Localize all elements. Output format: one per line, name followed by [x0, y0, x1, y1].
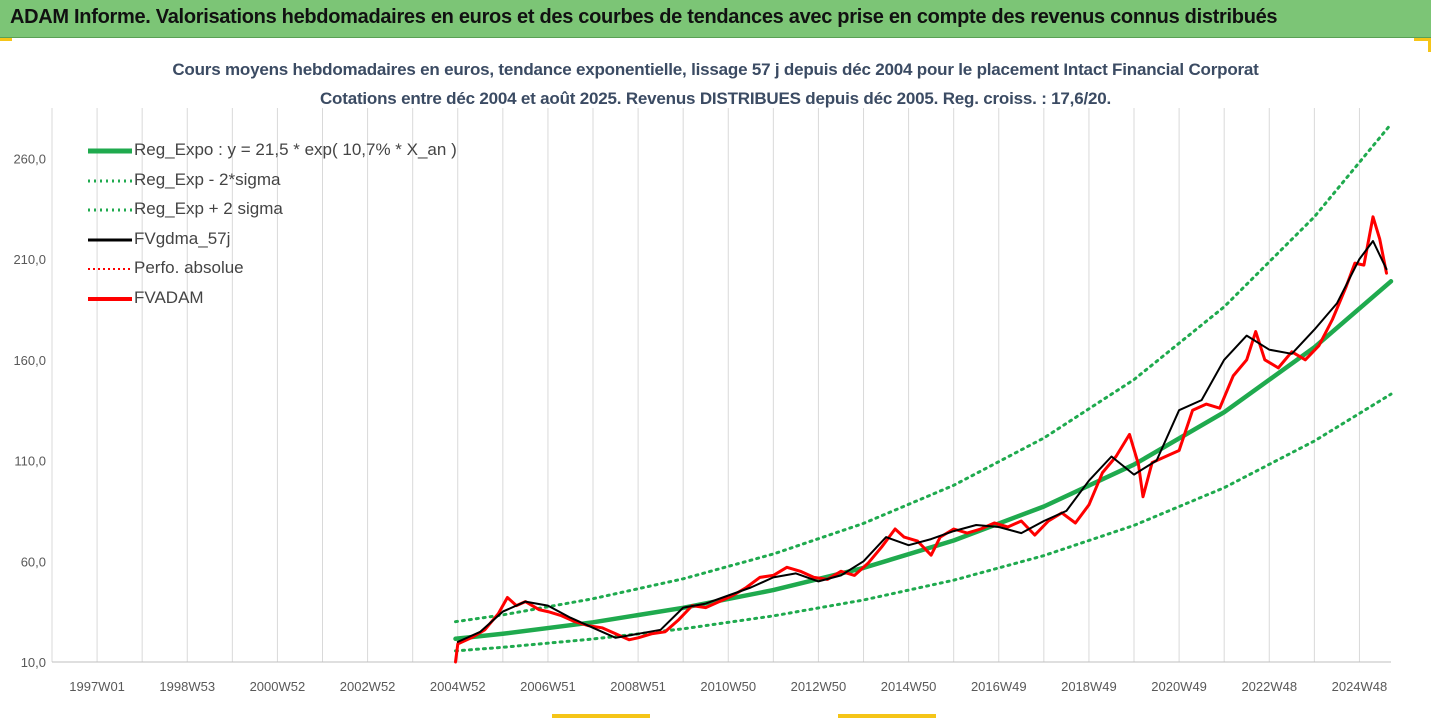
x-tick-label: 2020W49: [1151, 679, 1207, 694]
x-tick-label: 2002W52: [340, 679, 396, 694]
x-tick-label: 2008W51: [610, 679, 666, 694]
series-line-reg-exp-plus-2sigma: [454, 122, 1393, 624]
chart-area: Cours moyens hebdomadaires en euros, ten…: [0, 38, 1431, 718]
legend-swatch-dotted-red: [88, 268, 132, 270]
x-tick-label: 2004W52: [430, 679, 486, 694]
legend-swatch-solid-red: [88, 296, 132, 301]
x-tick-label: 2010W50: [700, 679, 756, 694]
series-line-fvgdma-57j: [456, 240, 1388, 643]
legend-label: Perfo. absolue: [134, 258, 244, 277]
corner-marker-bottom-b: [838, 714, 936, 718]
series-line-reg-exp-minus-2sigma: [454, 392, 1393, 653]
x-tick-label: 2006W51: [520, 679, 576, 694]
corner-marker-right: [1428, 38, 1431, 52]
x-tick-label: 2014W50: [881, 679, 937, 694]
x-tick-label: 2000W52: [250, 679, 306, 694]
y-tick-label: 160,0: [13, 353, 46, 368]
legend-label: Reg_Exp - 2*sigma: [134, 169, 281, 189]
x-tick-label: 2022W48: [1241, 679, 1297, 694]
legend-label: FVgdma_57j: [134, 228, 231, 248]
x-tick-label: 1997W01: [69, 679, 125, 694]
report-banner: ADAM Informe. Valorisations hebdomadaire…: [0, 0, 1431, 38]
x-tick-label: 2016W49: [971, 679, 1027, 694]
y-tick-label: 60,0: [21, 554, 46, 569]
x-tick-label: 2012W50: [791, 679, 847, 694]
legend-swatch-dotted-green: [88, 179, 132, 182]
corner-marker-top-left: [0, 38, 12, 41]
x-tick-label: 1998W53: [159, 679, 215, 694]
y-tick-label: 110,0: [14, 454, 46, 469]
y-tick-label: 210,0: [13, 252, 46, 267]
legend-swatch-solid-green: [88, 148, 132, 154]
chart-title: Cours moyens hebdomadaires en euros, ten…: [172, 60, 1259, 79]
corner-marker-top-right: [1414, 38, 1431, 41]
legend-label: FVADAM: [134, 287, 204, 307]
report-title: ADAM Informe. Valorisations hebdomadaire…: [10, 6, 1278, 28]
legend-label: Reg_Exp + 2 sigma: [134, 199, 283, 218]
legend-label: Reg_Expo : y = 21,5 * exp( 10,7% * X_an …: [134, 140, 457, 159]
corner-marker-bottom-a: [552, 714, 650, 718]
legend-swatch-dotted-green: [88, 208, 132, 212]
x-tick-label: 2024W48: [1332, 679, 1388, 694]
chart-subtitle: Cotations entre déc 2004 et août 2025. R…: [319, 89, 1112, 108]
y-tick-label: 10,0: [21, 655, 46, 670]
series-line-reg-expo: [453, 279, 1394, 642]
series-line-fvadam: [454, 215, 1388, 664]
x-tick-label: 2018W49: [1061, 679, 1117, 694]
y-tick-label: 260,0: [13, 151, 46, 166]
legend-swatch-solid-black: [88, 238, 132, 241]
